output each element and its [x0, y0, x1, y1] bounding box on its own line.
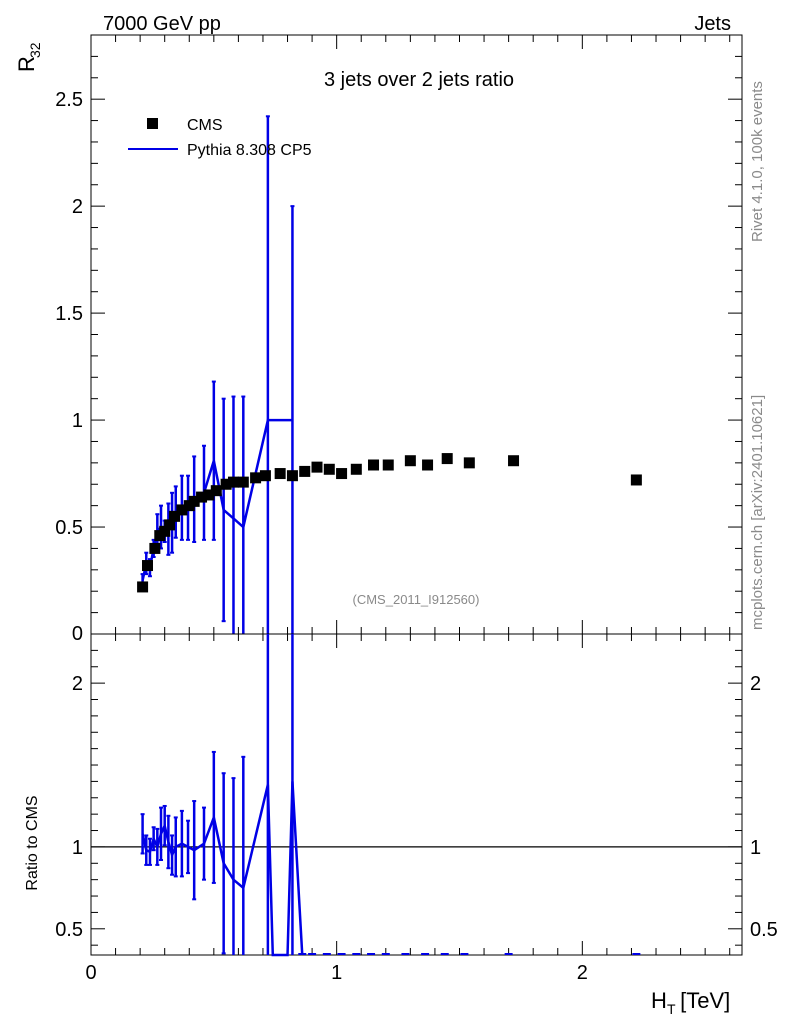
mcplots-label: mcplots.cern.ch [arXiv:2401.10621] — [749, 395, 766, 630]
cms-markers — [137, 453, 642, 593]
ratio-y-axis-label: Ratio to CMS — [24, 795, 41, 890]
ratio-line-group — [141, 781, 641, 957]
cms-point — [142, 560, 154, 572]
ratio-y-tick-label-right: 0.5 — [750, 919, 778, 941]
cms-point — [137, 581, 149, 593]
cms-point — [220, 478, 232, 490]
y-axis-label-main: R — [14, 56, 39, 72]
y-axis-label-sub: 32 — [27, 42, 43, 58]
cms-point — [227, 476, 239, 488]
ratio-error-bars — [140, 634, 294, 955]
cms-point — [237, 476, 249, 488]
x-axis-label-sub: T — [667, 1001, 676, 1017]
plot-title: 3 jets over 2 jets ratio — [324, 69, 514, 91]
ratio-x-tick-label: 0 — [85, 962, 96, 984]
legend-cms-label: CMS — [187, 117, 223, 134]
cms-point — [164, 519, 176, 531]
cms-point — [274, 468, 286, 480]
cms-point — [188, 495, 200, 507]
jets-label: Jets — [694, 13, 731, 35]
cms-point — [508, 455, 520, 467]
main-axis-ticks: 0.5 1 1.5 2 2.5 0 — [55, 34, 742, 645]
x-axis-label-unit: [TeV] — [674, 988, 730, 1013]
cms-point — [299, 465, 311, 477]
pythia-line-group — [141, 418, 293, 581]
main-y-tick-label: 1.5 — [55, 303, 83, 325]
rivet-version-label: Rivet 4.1.0, 100k events — [749, 81, 766, 242]
ratio-x-tick-label: 2 — [577, 962, 588, 984]
ratio-y-tick-label: 2 — [72, 673, 83, 695]
cms-point — [159, 525, 171, 537]
cms-point — [368, 459, 380, 471]
main-y-zero-label: 0 — [72, 623, 83, 645]
x-axis-label-main: H — [651, 988, 667, 1013]
legend: CMS Pythia 8.308 CP5 — [128, 117, 312, 159]
x-axis-label: H T [TeV] — [651, 988, 730, 1017]
cms-point — [350, 463, 362, 475]
y-axis-label: R 32 — [14, 42, 43, 72]
main-panel: 0.5 1 1.5 2 2.5 0 — [55, 34, 743, 645]
ratio-y-tick-label: 1 — [72, 837, 83, 859]
energy-label: 7000 GeV pp — [103, 13, 221, 35]
cms-point — [404, 455, 416, 467]
cms-point — [422, 459, 434, 471]
cms-point — [196, 491, 208, 503]
ratio-x-tick-label: 1 — [331, 962, 342, 984]
cms-point — [382, 459, 394, 471]
ratio-pythia-line — [141, 781, 304, 957]
legend-pythia-label: Pythia 8.308 CP5 — [187, 142, 312, 159]
ratio-y-tick-label-right: 2 — [750, 673, 761, 695]
pythia-error-bars — [140, 115, 295, 634]
analysis-tag: (CMS_2011_I912560) — [353, 592, 480, 607]
cms-point — [286, 470, 298, 482]
cms-point — [169, 510, 181, 522]
cms-point — [250, 472, 262, 484]
main-y-tick-label: 0.5 — [55, 517, 83, 539]
cms-point — [323, 463, 335, 475]
ratio-plot-frame — [90, 633, 743, 956]
cms-point — [176, 504, 188, 516]
ratio-y-tick-label: 0.5 — [55, 919, 83, 941]
cms-point — [336, 468, 348, 480]
main-y-tick-label: 2 — [72, 196, 83, 218]
ratio-y-tick-label-right: 1 — [750, 837, 761, 859]
cms-point — [259, 470, 271, 482]
cms-point — [630, 474, 642, 486]
ratio-panel: 0.5 0.5 1 1 2 2 0 1 2 — [55, 633, 778, 984]
cms-point — [463, 457, 475, 469]
pythia-line — [141, 418, 293, 581]
cms-point — [149, 542, 161, 554]
main-y-tick-label: 1 — [72, 410, 83, 432]
main-y-tick-label: 2.5 — [55, 89, 83, 111]
cms-point — [210, 485, 222, 497]
legend-cms-marker — [147, 118, 158, 129]
cms-point — [441, 453, 453, 465]
cms-point — [311, 461, 323, 473]
cms-point — [203, 489, 215, 501]
